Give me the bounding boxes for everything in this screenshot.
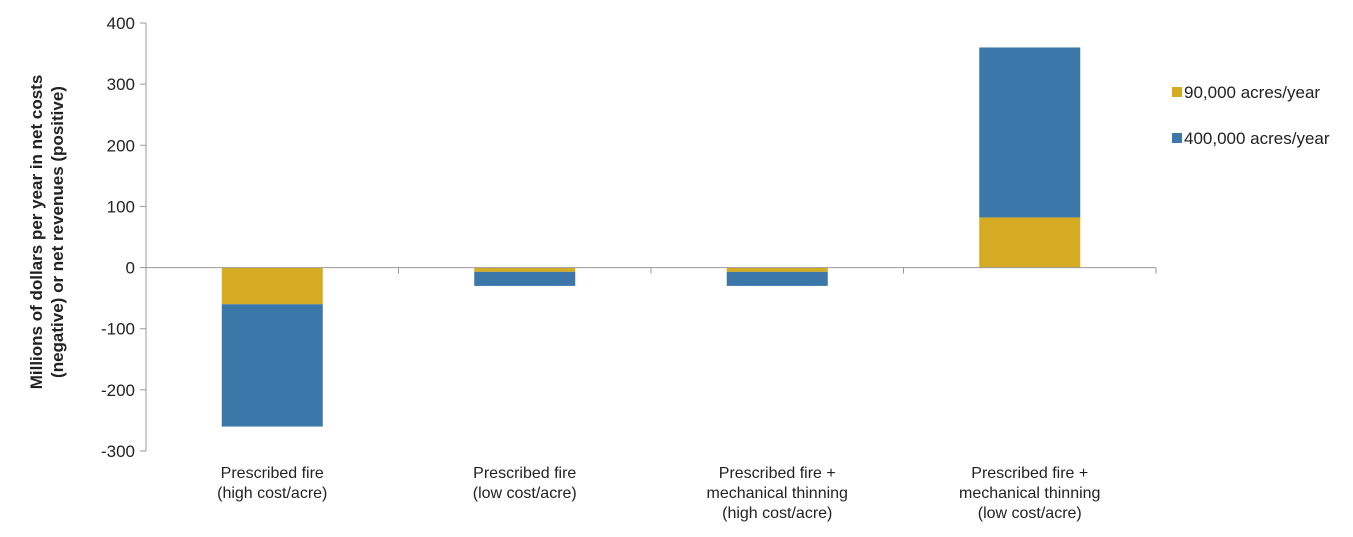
x-category-label-line: (high cost/acre) [217, 485, 327, 502]
y-tick-label: 300 [107, 75, 135, 94]
x-category-label-line: mechanical thinning [959, 485, 1100, 502]
bar-segment-series-1 [221, 267, 323, 305]
x-category-label-line: (low cost/acre) [978, 505, 1082, 522]
x-category-label: Prescribed fire + mechanical thinning (low… [959, 465, 1100, 522]
bar-segment-series-2 [221, 304, 323, 427]
bar-segment-series-2 [726, 271, 828, 286]
legend-swatch [1172, 133, 1182, 143]
y-tick-label: 400 [107, 14, 135, 33]
y-tick-label: 0 [126, 259, 135, 278]
bar-segment-series-1 [979, 217, 1081, 268]
bar-segment-series-1 [726, 267, 828, 272]
bar-segment-series-2 [979, 47, 1081, 218]
x-category-label-line: Prescribed fire + [719, 465, 836, 482]
y-axis-title-line: (negative) or net revenues (positive) [48, 86, 67, 378]
x-category-label-line: Prescribed fire [221, 465, 324, 482]
y-axis-title: Millions of dollars per year in net cost… [27, 75, 67, 390]
y-tick-label: 200 [107, 136, 135, 155]
x-category-label-line: (high cost/acre) [722, 505, 832, 522]
x-category-label-line: (low cost/acre) [473, 485, 577, 502]
legend-label: 400,000 acres/year [1184, 129, 1330, 148]
y-axis-title-line: Millions of dollars per year in net cost… [27, 75, 46, 390]
y-axis: 400 300 200 100 0 -100 -200 -300 [101, 14, 147, 461]
legend-label: 90,000 acres/year [1184, 83, 1320, 102]
y-axis-label: Millions of dollars per year in net cost… [27, 75, 67, 390]
x-category-label: Prescribed fire (high cost/acre) [217, 465, 327, 502]
x-category-label-line: Prescribed fire + [971, 465, 1088, 482]
x-category-label-line: mechanical thinning [707, 485, 848, 502]
legend-swatch [1172, 87, 1182, 97]
bar-segment-series-1 [474, 267, 576, 272]
x-category-label-line: Prescribed fire [473, 465, 576, 482]
y-tick-label: -300 [101, 442, 135, 461]
bar-segment-series-2 [474, 271, 576, 286]
x-axis: Prescribed fire (high cost/acre)Prescribe… [145, 267, 1157, 522]
y-tick-label: -100 [101, 320, 135, 339]
y-tick-label: 100 [107, 197, 135, 216]
bars [221, 47, 1081, 427]
y-tick-label: -200 [101, 381, 135, 400]
x-category-label: Prescribed fire (low cost/acre) [473, 465, 577, 502]
x-category-label: Prescribed fire + mechanical thinning (hig… [707, 465, 848, 522]
legend: 90,000 acres/year 400,000 acres/year [1172, 83, 1330, 148]
